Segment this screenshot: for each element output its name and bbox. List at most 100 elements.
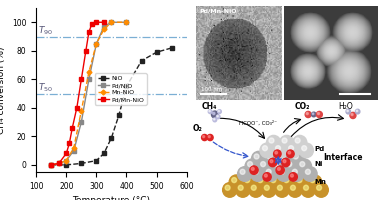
- Circle shape: [218, 110, 221, 114]
- Circle shape: [286, 143, 300, 158]
- Circle shape: [306, 112, 308, 115]
- Circle shape: [264, 167, 278, 181]
- Circle shape: [245, 178, 250, 183]
- Circle shape: [248, 162, 253, 167]
- Pd/NiO: [94, 42, 99, 45]
- Pd/Mn-NiO: [79, 78, 84, 81]
- Mn-NiO: [79, 109, 84, 112]
- Circle shape: [283, 160, 286, 163]
- Mn-NiO: [56, 162, 61, 165]
- Line: Mn-NiO: Mn-NiO: [50, 21, 128, 167]
- Text: Pd/Mn-NiO: Pd/Mn-NiO: [200, 9, 237, 14]
- Circle shape: [293, 135, 307, 150]
- Circle shape: [225, 185, 230, 190]
- Circle shape: [229, 175, 243, 190]
- Text: CH₄: CH₄: [202, 102, 217, 111]
- Text: Interface: Interface: [323, 153, 363, 162]
- Mn-NiO: [49, 164, 53, 166]
- Pd/NiO: [109, 21, 114, 23]
- Circle shape: [288, 183, 302, 197]
- Circle shape: [287, 162, 292, 167]
- Text: CO₂: CO₂: [295, 102, 311, 111]
- Circle shape: [275, 151, 277, 154]
- Circle shape: [236, 183, 250, 197]
- Pd/Mn-NiO: [70, 127, 75, 129]
- Line: NiO: NiO: [50, 46, 173, 167]
- Circle shape: [271, 178, 276, 183]
- Circle shape: [258, 159, 272, 174]
- NiO: [109, 137, 114, 139]
- NiO: [79, 162, 84, 165]
- Pd/NiO: [56, 162, 61, 165]
- Text: 100 nm: 100 nm: [200, 87, 222, 92]
- Circle shape: [275, 146, 280, 151]
- Circle shape: [242, 175, 256, 190]
- Circle shape: [208, 136, 210, 138]
- Line: Pd/Mn-NiO: Pd/Mn-NiO: [50, 21, 106, 167]
- Circle shape: [213, 118, 217, 122]
- Circle shape: [255, 175, 269, 190]
- Circle shape: [317, 112, 320, 115]
- Circle shape: [279, 169, 284, 174]
- Pd/Mn-NiO: [49, 164, 53, 166]
- Circle shape: [209, 110, 210, 112]
- Circle shape: [265, 151, 279, 166]
- Circle shape: [218, 110, 219, 112]
- Circle shape: [260, 143, 274, 158]
- Circle shape: [277, 185, 282, 190]
- Circle shape: [269, 158, 277, 167]
- Pd/NiO: [79, 121, 84, 123]
- Pd/NiO: [86, 78, 91, 81]
- Circle shape: [262, 183, 276, 197]
- Line: Pd/NiO: Pd/NiO: [50, 21, 128, 167]
- Circle shape: [295, 175, 309, 190]
- Circle shape: [202, 134, 208, 141]
- Circle shape: [302, 146, 307, 151]
- Circle shape: [297, 159, 312, 174]
- Circle shape: [303, 167, 317, 181]
- Mn-NiO: [109, 21, 114, 23]
- Y-axis label: CH₄ conversion (%): CH₄ conversion (%): [0, 46, 6, 134]
- Circle shape: [263, 146, 267, 151]
- Text: Mn: Mn: [315, 179, 327, 185]
- Text: Pd: Pd: [315, 146, 325, 152]
- Circle shape: [207, 134, 213, 141]
- Circle shape: [312, 112, 316, 117]
- Mn-NiO: [124, 21, 129, 23]
- Circle shape: [310, 178, 315, 183]
- Circle shape: [314, 183, 328, 197]
- Legend: NiO, Pd/NiO, Mn-NiO, Pd/Mn-NiO: NiO, Pd/NiO, Mn-NiO, Pd/Mn-NiO: [95, 73, 147, 105]
- Circle shape: [238, 167, 252, 181]
- Circle shape: [299, 143, 314, 158]
- Circle shape: [245, 159, 259, 174]
- Pd/NiO: [124, 21, 129, 23]
- Circle shape: [284, 178, 289, 183]
- Circle shape: [258, 178, 263, 183]
- Circle shape: [266, 169, 271, 174]
- Circle shape: [277, 167, 280, 170]
- Circle shape: [292, 169, 297, 174]
- Pd/Mn-NiO: [102, 21, 106, 23]
- Circle shape: [297, 178, 302, 183]
- Pd/Mn-NiO: [56, 162, 61, 165]
- Mn-NiO: [64, 159, 69, 162]
- Circle shape: [295, 138, 300, 143]
- Circle shape: [214, 119, 215, 120]
- Circle shape: [282, 138, 287, 143]
- Mn-NiO: [86, 71, 91, 73]
- Circle shape: [270, 160, 273, 163]
- Circle shape: [289, 173, 297, 181]
- Pd/Mn-NiO: [94, 21, 99, 23]
- Circle shape: [264, 174, 267, 177]
- NiO: [139, 60, 144, 62]
- Circle shape: [267, 154, 272, 159]
- Circle shape: [269, 138, 274, 143]
- Circle shape: [253, 169, 258, 174]
- Text: $T_{50}$: $T_{50}$: [38, 82, 53, 94]
- Circle shape: [316, 111, 322, 118]
- Pd/Mn-NiO: [75, 107, 79, 109]
- Circle shape: [293, 154, 298, 159]
- Pd/Mn-NiO: [67, 142, 72, 145]
- NiO: [154, 51, 159, 53]
- Text: O₂: O₂: [192, 124, 202, 133]
